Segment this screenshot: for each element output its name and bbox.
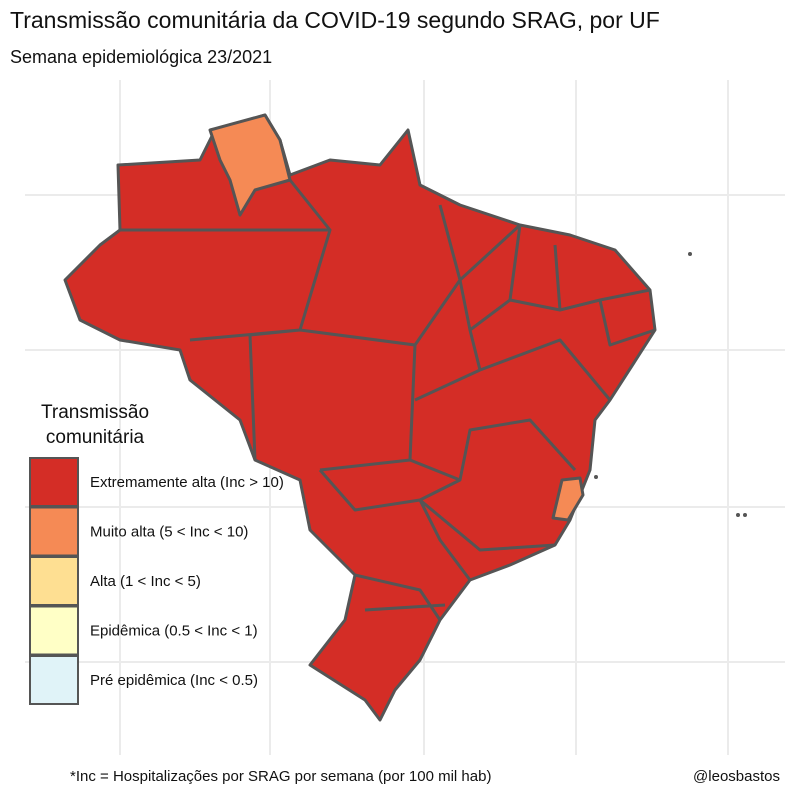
island [743,513,747,517]
legend-label: Pré epidêmica (Inc < 0.5) [90,672,258,689]
legend-label: Epidêmica (0.5 < Inc < 1) [90,622,258,639]
chart-subtitle: Semana epidemiológica 23/2021 [10,47,272,67]
credit: @leosbastos [693,768,780,785]
legend-title: Transmissão [41,402,149,423]
state-region [551,476,585,522]
island [594,475,598,479]
legend-swatch [29,556,79,606]
legend-label: Muito alta (5 < Inc < 10) [90,523,248,540]
legend-swatch [29,655,79,705]
legend: Extremamente alta (Inc > 10) Muito alta (… [29,457,284,705]
legend-label: Extremamente alta (Inc > 10) [90,474,284,491]
brazil-map [63,113,747,722]
legend-title: comunitária [46,427,145,448]
chart-title: Transmissão comunitária da COVID-19 segu… [10,7,660,33]
footnote: *Inc = Hospitalizações por SRAG por sema… [70,768,491,785]
state-region [208,113,292,217]
legend-swatch [29,457,79,507]
legend-swatch [29,506,79,557]
legend-label: Alta (1 < Inc < 5) [90,573,201,590]
island [736,513,740,517]
legend-swatch [29,605,79,656]
island [688,252,692,256]
state-region [63,113,657,722]
state-border [120,179,656,621]
